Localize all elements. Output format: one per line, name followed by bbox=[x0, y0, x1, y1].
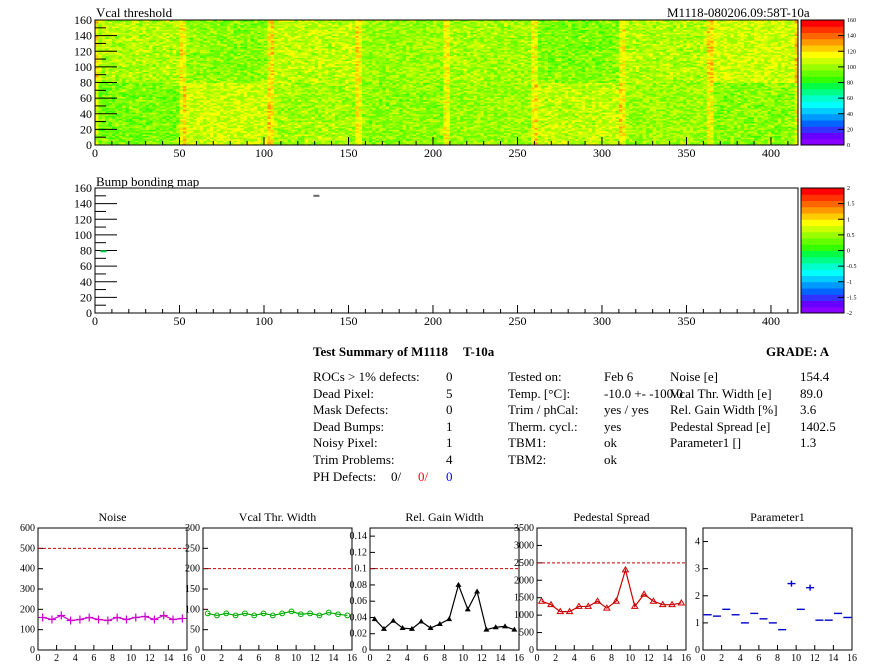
vcal-threshold-pixels bbox=[95, 20, 798, 145]
